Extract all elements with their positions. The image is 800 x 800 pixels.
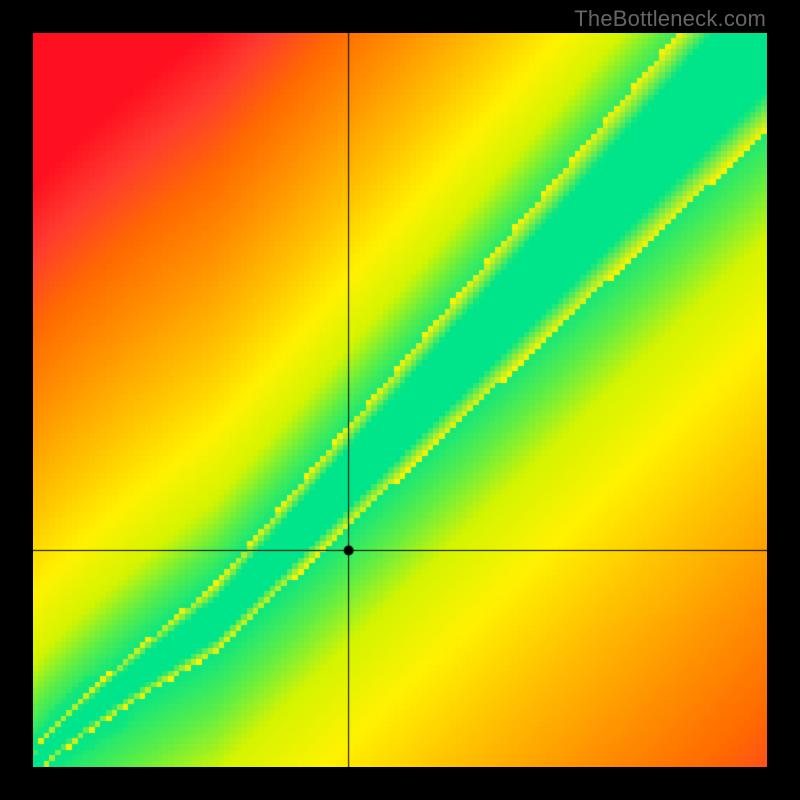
watermark-text: TheBottleneck.com bbox=[574, 6, 766, 32]
chart-container: TheBottleneck.com bbox=[0, 0, 800, 800]
bottleneck-heatmap bbox=[33, 33, 767, 767]
